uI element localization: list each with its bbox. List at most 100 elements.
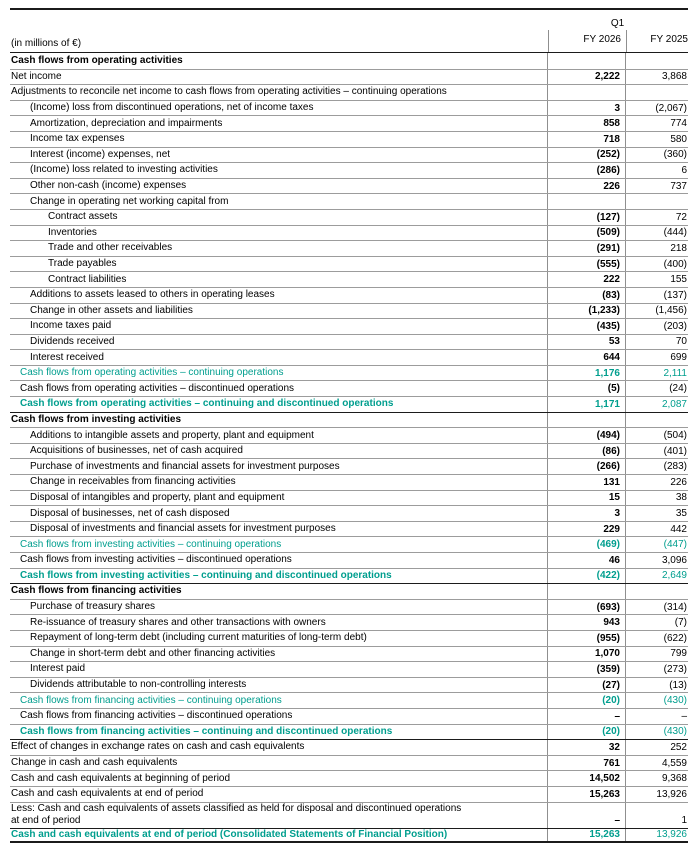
column-header-row: (in millions of €) FY 2026 FY 2025 bbox=[10, 30, 688, 53]
fy2025-value: (401) bbox=[625, 443, 688, 459]
column-header-fy2025: FY 2025 bbox=[626, 30, 689, 52]
fy2025-value bbox=[625, 412, 688, 428]
fy2026-value: – bbox=[547, 802, 625, 828]
fy2025-value: (2,067) bbox=[625, 100, 688, 116]
row-label: Disposal of businesses, net of cash disp… bbox=[30, 507, 230, 519]
fy2025-value: (1,456) bbox=[625, 303, 688, 319]
row-label: Change in cash and cash equivalents bbox=[11, 757, 178, 769]
row-label: Cash flows from financing activities bbox=[11, 585, 182, 597]
fy2025-value bbox=[625, 584, 688, 599]
row-label: Disposal of intangibles and property, pl… bbox=[30, 491, 285, 503]
row-label: Income tax expenses bbox=[30, 133, 125, 145]
fy2026-value: (252) bbox=[547, 147, 625, 163]
row-label: Adjustments to reconcile net income to c… bbox=[11, 86, 447, 98]
fy2026-value: (83) bbox=[547, 287, 625, 303]
table-row: (Income) loss from discontinued operatio… bbox=[10, 99, 688, 116]
fy2025-value: 3,868 bbox=[625, 69, 688, 85]
table-row: Cash flows from investing activities – d… bbox=[10, 552, 688, 568]
fy2026-value: 943 bbox=[547, 615, 625, 630]
fy2025-value: 218 bbox=[625, 241, 688, 256]
fy2026-value: (1,233) bbox=[547, 303, 625, 319]
column-header-fy2026: FY 2026 bbox=[548, 30, 626, 52]
table-row: Cash flows from operating activities – c… bbox=[10, 396, 688, 412]
row-label: Cash and cash equivalents at beginning o… bbox=[11, 772, 231, 784]
table-row: Effect of changes in exchange rates on c… bbox=[10, 739, 688, 755]
fy2025-value bbox=[625, 85, 688, 100]
table-row: Re-issuance of treasury shares and other… bbox=[10, 614, 688, 630]
table-row: Purchase of investments and financial as… bbox=[10, 458, 688, 475]
fy2025-value: 774 bbox=[625, 116, 688, 131]
row-label: Cash flows from operating activities – c… bbox=[20, 367, 284, 379]
table-row: Interest received 644 699 bbox=[10, 349, 688, 365]
table-row: Purchase of treasury shares (693) (314) bbox=[10, 598, 688, 615]
fy2026-value: (27) bbox=[547, 677, 625, 693]
fy2026-value bbox=[547, 85, 625, 100]
fy2026-value bbox=[547, 412, 625, 428]
fy2026-value bbox=[547, 584, 625, 599]
fy2026-value: 718 bbox=[547, 131, 625, 147]
fy2025-value: 2,649 bbox=[625, 568, 688, 584]
table-row: Cash flows from investing activities – c… bbox=[10, 567, 688, 584]
fy2026-value: (359) bbox=[547, 662, 625, 677]
table-row: Income tax expenses 718 580 bbox=[10, 130, 688, 147]
table-row: Less: Cash and cash equivalents of asset… bbox=[10, 801, 688, 828]
row-label: Dividends attributable to non-controllin… bbox=[30, 679, 247, 691]
fy2026-value: 226 bbox=[547, 178, 625, 194]
row-label: Cash and cash equivalents at end of peri… bbox=[11, 828, 448, 840]
row-label: Cash flows from investing activities – c… bbox=[20, 538, 282, 550]
row-label: Dividends received bbox=[30, 335, 115, 347]
fy2025-value: 9,368 bbox=[625, 771, 688, 786]
fy2026-value: 1,070 bbox=[547, 646, 625, 662]
fy2026-value: (20) bbox=[547, 724, 625, 740]
fy2025-value: (444) bbox=[625, 225, 688, 241]
table-row: Change in operating net working capital … bbox=[10, 193, 688, 209]
row-label: Change in short-term debt and other fina… bbox=[30, 647, 276, 659]
fy2025-value: 3,096 bbox=[625, 553, 688, 568]
table-row: Disposal of intangibles and property, pl… bbox=[10, 489, 688, 506]
fy2026-value: (955) bbox=[547, 630, 625, 646]
fy2026-value: – bbox=[547, 708, 625, 724]
fy2026-value: (286) bbox=[547, 163, 625, 178]
fy2025-value: 155 bbox=[625, 272, 688, 287]
table-row: Net income 2,222 3,868 bbox=[10, 68, 688, 85]
row-label: Cash flows from investing activities bbox=[11, 413, 182, 425]
period-header-row: Q1 bbox=[10, 10, 688, 30]
fy2025-value bbox=[625, 53, 688, 69]
fy2025-value: (314) bbox=[625, 599, 688, 615]
row-label: Amortization, depreciation and impairmen… bbox=[30, 117, 223, 129]
unit-label: (in millions of €) bbox=[11, 38, 82, 49]
table-row: Amortization, depreciation and impairmen… bbox=[10, 115, 688, 131]
table-body: Cash flows from operating activities Net … bbox=[10, 53, 688, 844]
row-label: Less: Cash and cash equivalents of asset… bbox=[11, 803, 462, 826]
fy2025-value: (447) bbox=[625, 537, 688, 552]
fy2026-value: (494) bbox=[547, 428, 625, 443]
fy2026-value: 46 bbox=[547, 553, 625, 568]
table-row: Interest paid (359) (273) bbox=[10, 661, 688, 677]
fy2025-value: 6 bbox=[625, 163, 688, 178]
fy2026-value: 222 bbox=[547, 272, 625, 287]
fy2025-value: – bbox=[625, 708, 688, 724]
fy2026-value: 1,176 bbox=[547, 365, 625, 381]
row-label: Net income bbox=[11, 70, 62, 82]
fy2026-value bbox=[547, 53, 625, 69]
fy2026-value bbox=[547, 194, 625, 209]
fy2025-value: (360) bbox=[625, 147, 688, 163]
fy2026-value: 131 bbox=[547, 475, 625, 490]
row-label: Inventories bbox=[48, 226, 97, 238]
fy2026-value: 3 bbox=[547, 100, 625, 116]
fy2025-value: (7) bbox=[625, 615, 688, 630]
table-row: Interest (income) expenses, net (252) (360… bbox=[10, 146, 688, 163]
fy2025-value: 1 bbox=[625, 802, 688, 828]
row-label: Interest paid bbox=[30, 663, 86, 675]
row-label: Purchase of treasury shares bbox=[30, 601, 156, 613]
fy2025-value: (622) bbox=[625, 630, 688, 646]
table-row: Cash flows from operating activities – c… bbox=[10, 364, 688, 381]
fy2026-value: (266) bbox=[547, 459, 625, 475]
fy2026-value: 3 bbox=[547, 506, 625, 521]
row-label: Acquisitions of businesses, net of cash … bbox=[30, 445, 243, 457]
row-label: Disposal of investments and financial as… bbox=[30, 523, 336, 535]
fy2026-value: 32 bbox=[547, 740, 625, 755]
table-row: Cash and cash equivalents at end of peri… bbox=[10, 827, 688, 844]
row-label: Other non-cash (income) expenses bbox=[30, 180, 187, 192]
table-row: Cash flows from operating activities bbox=[10, 53, 688, 69]
